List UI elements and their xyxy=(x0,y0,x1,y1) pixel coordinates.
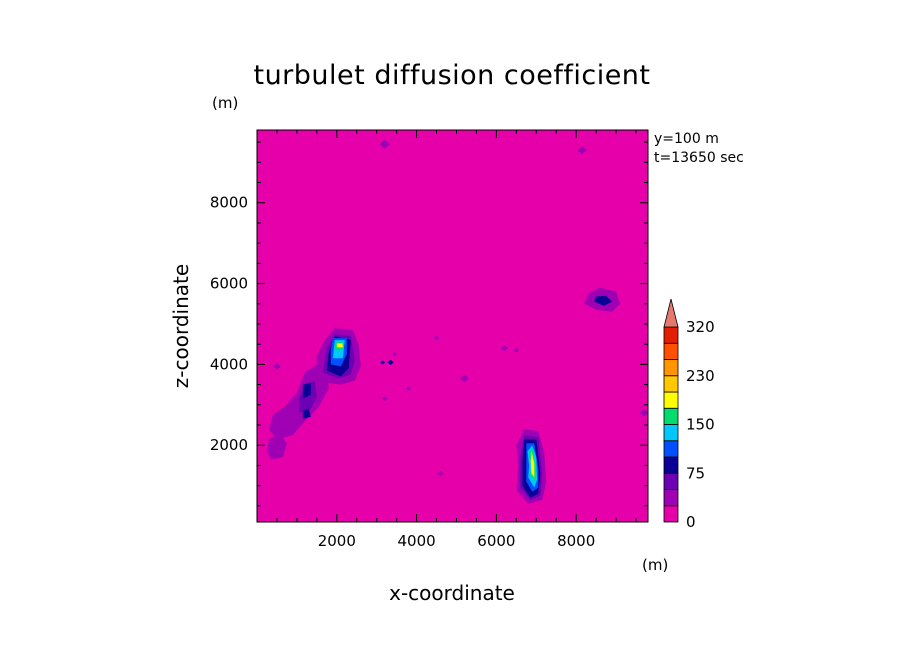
x-axis-ticks: 2000 4000 6000 8000 xyxy=(276,130,637,550)
colorbar-extend-arrow xyxy=(663,298,679,328)
plot-background xyxy=(257,130,648,522)
chart-title: turbulet diffusion coefficient xyxy=(253,60,650,91)
x-unit-label: (m) xyxy=(642,556,668,574)
annotation-time: t=13650 sec xyxy=(654,150,744,166)
contour-spot xyxy=(433,335,440,341)
y-axis-label: z-coordinate xyxy=(169,264,193,388)
contour-spot xyxy=(381,396,388,401)
colorbar-label: 230 xyxy=(686,367,715,385)
x-tick-label: 8000 xyxy=(557,532,595,550)
colorbar-swatch xyxy=(663,326,679,344)
contour-spot xyxy=(500,345,508,352)
colorbar-swatch xyxy=(663,456,679,474)
annotation-y-location: y=100 m xyxy=(654,131,719,147)
colorbar-swatch xyxy=(663,505,679,523)
contour-band-lower-left-l3b xyxy=(302,408,311,419)
contour-spot xyxy=(379,139,391,149)
colorbar-swatch xyxy=(663,407,679,425)
contour-band-lower-left-l1b xyxy=(267,433,287,460)
x-tick-label: 2000 xyxy=(318,532,356,550)
contour-spot xyxy=(273,363,281,370)
contour-spot xyxy=(639,409,649,417)
contour-band-lower-left-l3 xyxy=(302,382,311,399)
colorbar-swatch xyxy=(663,342,679,360)
contour-spot xyxy=(406,386,411,391)
colorbar-label: 150 xyxy=(686,416,715,434)
x-tick-label: 4000 xyxy=(397,532,435,550)
contour-spot xyxy=(577,146,587,155)
colorbar-swatch xyxy=(663,359,679,377)
x-tick-label: 6000 xyxy=(477,532,515,550)
contour-spot xyxy=(460,375,469,383)
contour-spot xyxy=(387,359,394,365)
colorbar-swatch xyxy=(663,440,679,458)
colorbar-swatch xyxy=(663,472,679,490)
contour-patch-8700-l3 xyxy=(594,295,613,306)
contour-spot xyxy=(392,352,397,357)
y-tick-label: 4000 xyxy=(210,355,248,373)
y-axis-ticks: 2000 4000 6000 8000 xyxy=(210,141,648,507)
contour-spot xyxy=(437,470,444,477)
contour-spot xyxy=(513,348,520,353)
contour-column-6900-l7 xyxy=(530,451,535,478)
contour-features xyxy=(267,139,649,504)
colorbar: 0 75 150 230 320 xyxy=(663,298,715,531)
y-tick-label: 6000 xyxy=(210,275,248,293)
colorbar-swatch xyxy=(663,391,679,409)
colorbar-swatch xyxy=(663,489,679,507)
contour-spot xyxy=(380,360,386,365)
colorbar-swatch xyxy=(663,424,679,442)
colorbar-swatch xyxy=(663,375,679,393)
x-axis-label: x-coordinate xyxy=(389,581,515,605)
plot-area xyxy=(256,129,649,523)
colorbar-label: 320 xyxy=(686,318,715,336)
plot-frame xyxy=(256,129,649,523)
colorbar-label: 0 xyxy=(686,513,696,531)
y-tick-label: 8000 xyxy=(210,194,248,212)
y-unit-label: (m) xyxy=(212,94,238,112)
contour-cell-2000-l7 xyxy=(336,343,343,348)
y-tick-label: 2000 xyxy=(210,436,248,454)
colorbar-label: 75 xyxy=(686,464,705,482)
